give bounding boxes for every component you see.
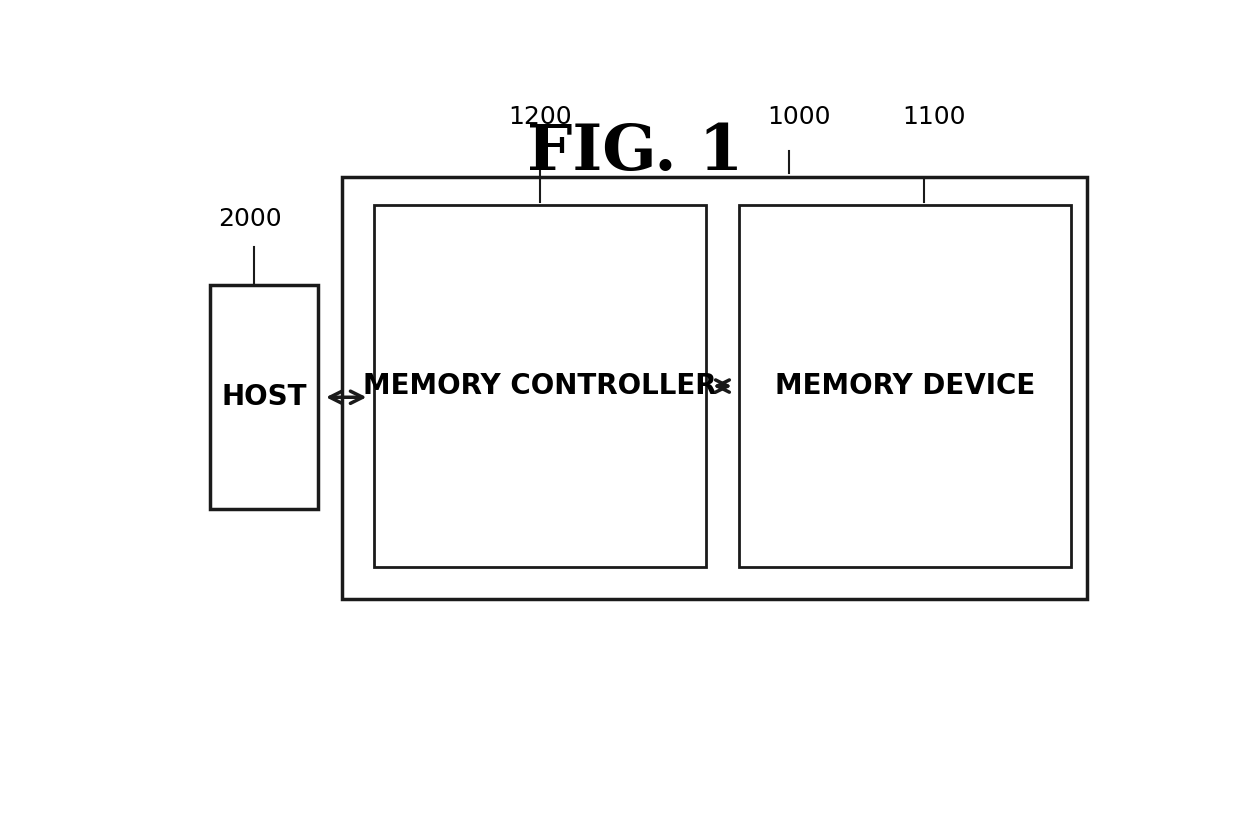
Text: 1200: 1200: [508, 105, 572, 129]
Bar: [739, 205, 1071, 567]
Text: 1000: 1000: [768, 105, 831, 129]
Bar: [374, 205, 706, 567]
Bar: [210, 285, 319, 509]
Text: FIG. 1: FIG. 1: [527, 122, 744, 183]
Text: 2000: 2000: [218, 207, 281, 231]
Text: MEMORY DEVICE: MEMORY DEVICE: [775, 372, 1035, 400]
Text: 1100: 1100: [903, 105, 966, 129]
Bar: [342, 176, 1087, 599]
Text: MEMORY CONTROLLER: MEMORY CONTROLLER: [363, 372, 717, 400]
Text: HOST: HOST: [221, 383, 306, 411]
